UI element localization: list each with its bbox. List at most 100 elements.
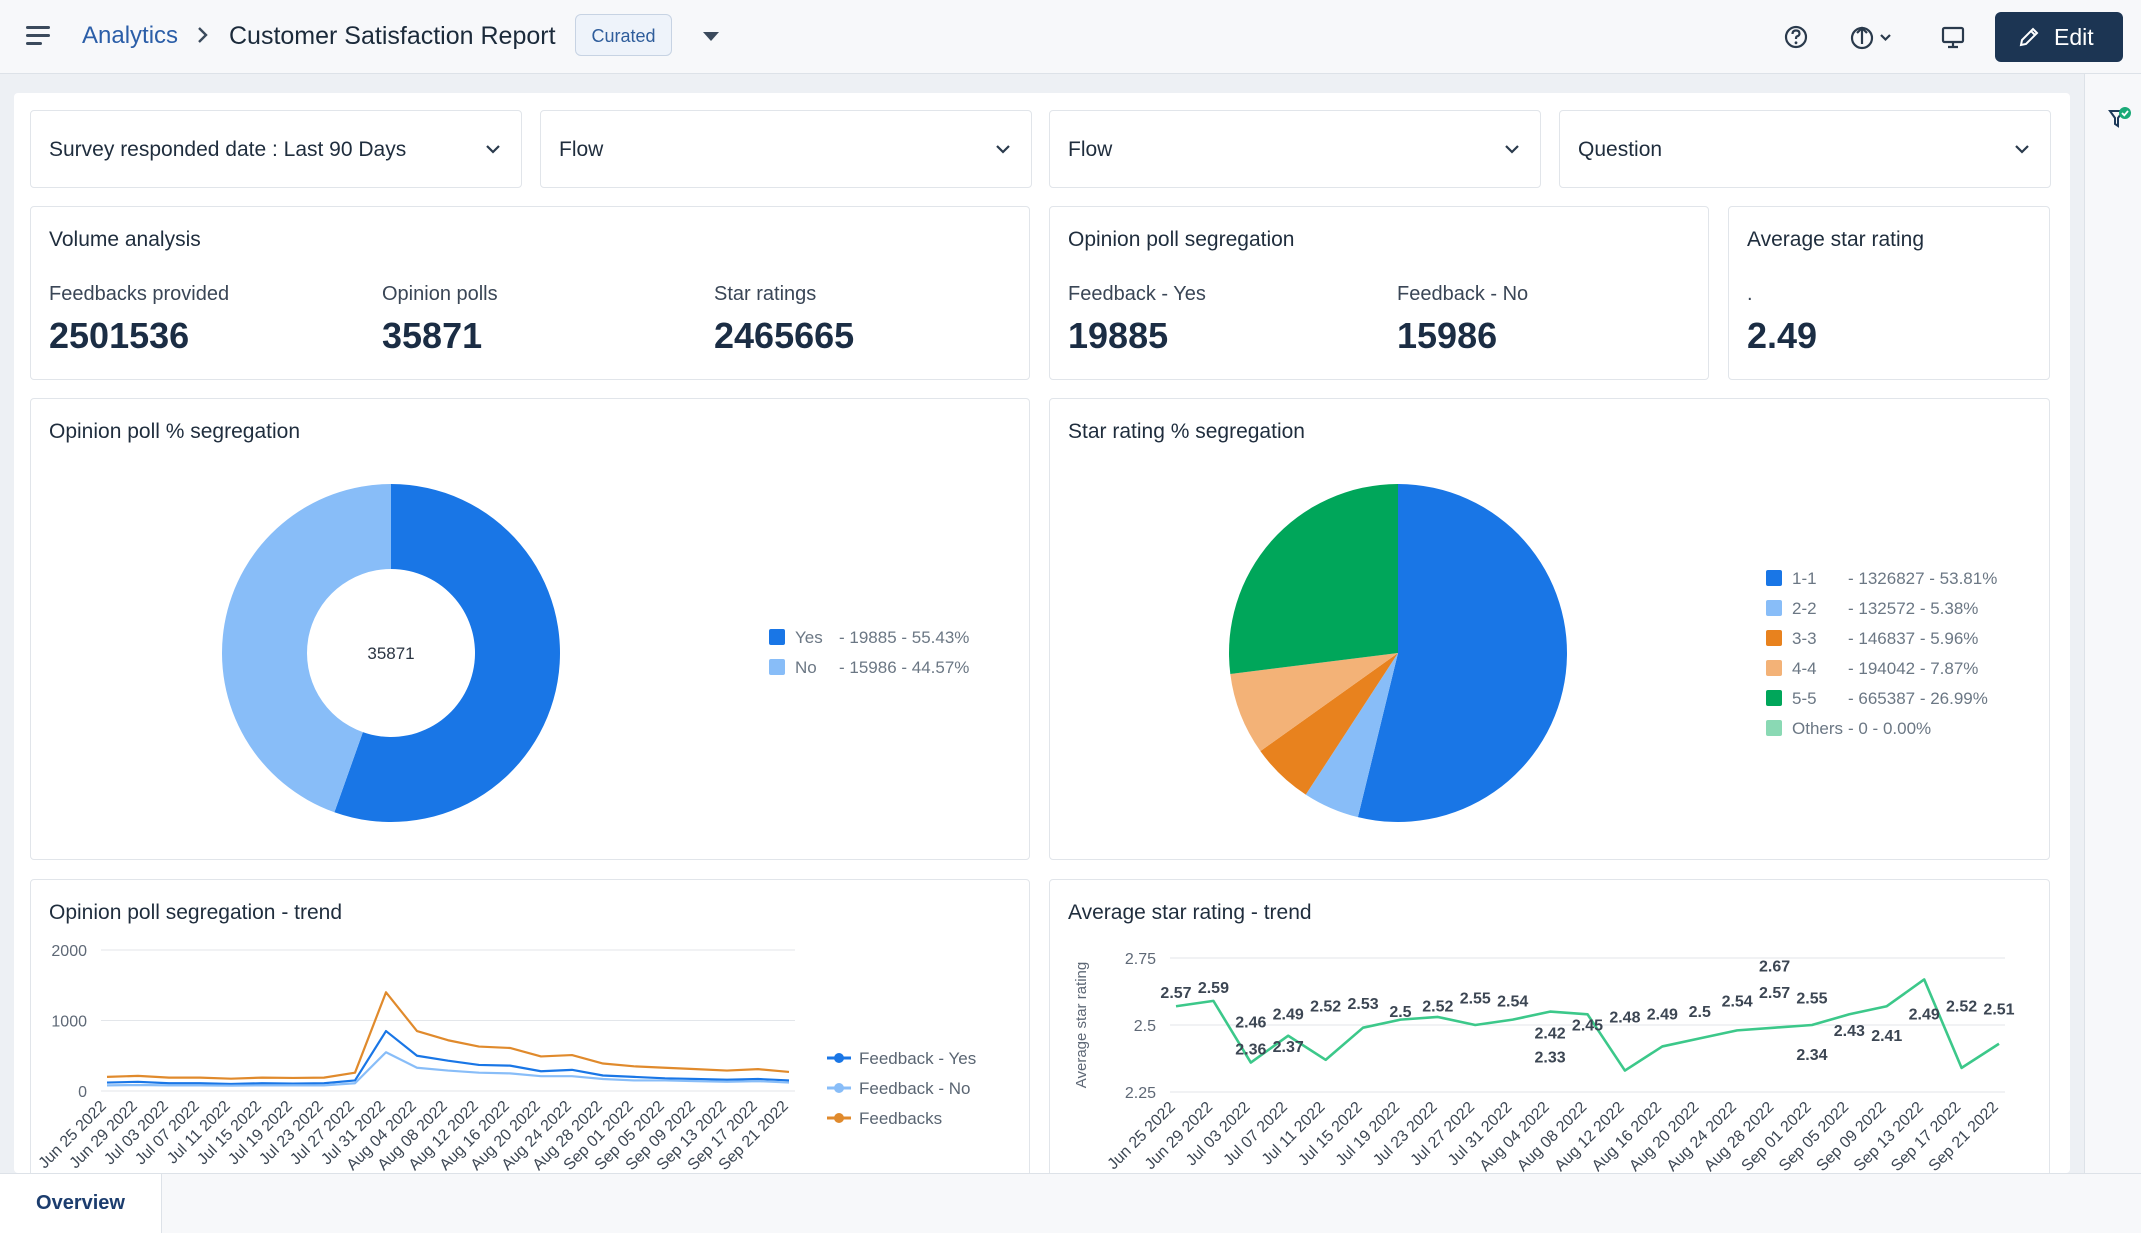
star-rating-pie-chart [1229,484,1567,822]
legend-item-yes[interactable]: Yes - 19885 - 55.43% [769,628,969,648]
curated-badge: Curated [575,14,672,56]
data-label: 2.43 [1834,1023,1865,1040]
data-label: 2.52 [1422,999,1453,1016]
data-label: 2.54 [1497,993,1528,1010]
legend-name: 4-4 [1792,659,1817,678]
caret-down-icon[interactable] [698,24,724,48]
filter-check-icon[interactable] [2107,106,2133,132]
filter-date[interactable]: Survey responded date : Last 90 Days [30,110,522,188]
data-label: 2.36 [1235,1042,1266,1059]
chevron-right-icon [198,27,208,43]
legend-item-feedback-no: Feedback - No [859,1079,971,1098]
avg-star-trend-card: Average star rating - trend 2.25 2.5 2.75 J… [1049,879,2050,1179]
data-label: 2.46 [1235,1015,1266,1032]
legend-marker [834,1053,844,1063]
legend-value: - 0 - 0.00% [1848,719,1932,738]
volume-analysis-card: Volume analysis Feedbacks provided 25015… [30,206,1030,380]
legend-swatch [1766,630,1782,646]
data-label: 2.57 [1759,985,1790,1002]
y-tick-label: 2000 [51,943,87,960]
menu-icon[interactable] [26,26,50,46]
legend-name: Yes [795,628,823,647]
data-label: 2.53 [1347,996,1378,1013]
legend-item-others[interactable]: Others - 0 - 0.00% [1766,719,1931,739]
legend-item-feedbacks: Feedbacks [859,1109,942,1128]
feedback-yes-value: 19885 [1068,315,1169,356]
legend-item-5-5[interactable]: 5-5 - 665387 - 26.99% [1766,689,1988,709]
feedback-yes-label: Feedback - Yes [1068,283,1206,305]
opinion-poll-segregation-card: Opinion poll segregation Feedback - Yes … [1049,206,1709,380]
legend-name: 5-5 [1792,689,1817,708]
legend-swatch [1766,570,1782,586]
export-icon[interactable] [1845,20,1897,54]
tab-overview[interactable]: Overview [0,1174,162,1233]
legend-item-4-4[interactable]: 4-4 - 194042 - 7.87% [1766,659,1978,679]
donut-slice-no [221,484,391,813]
legend-value: - 194042 - 7.87% [1848,659,1979,678]
data-label: 2.5 [1689,1004,1711,1021]
chevron-down-icon [486,145,500,154]
filter-flow-1-label: Flow [559,138,604,161]
data-label: 2.57 [1160,985,1191,1002]
chevron-down-icon [2015,145,2029,154]
legend-item-3-3[interactable]: 3-3 - 146837 - 5.96% [1766,629,1978,649]
data-label: 2.52 [1946,999,1977,1016]
monitor-icon[interactable] [1936,20,1970,54]
edit-button[interactable]: Edit [1995,12,2123,62]
pie-slice-3-3 [1260,653,1398,795]
data-label: 2.48 [1609,1009,1640,1026]
feedbacks-provided-label: Feedbacks provided [49,283,230,305]
opinion-poll-pct-card: Opinion poll % segregation 35871 Yes - 19… [30,398,1030,860]
data-label: 2.41 [1871,1028,1902,1045]
legend-name: 3-3 [1792,629,1817,648]
feedback-no-label: Feedback - No [1397,283,1529,305]
y-axis-label: Average star rating [1073,962,1090,1088]
data-label: 2.33 [1535,1050,1566,1067]
data-label: 2.49 [1273,1007,1304,1024]
legend-swatch [1766,720,1782,736]
legend-item-no[interactable]: No - 15986 - 44.57% [769,658,969,678]
breadcrumb-analytics[interactable]: Analytics [82,22,179,49]
data-label: 2.37 [1273,1039,1304,1056]
legend-name: 1-1 [1792,569,1817,588]
filter-flow-1[interactable]: Flow [540,110,1032,188]
series-line-feedback-no [106,1051,790,1087]
legend-item-1-1[interactable]: 1-1 - 1326827 - 53.81% [1766,569,1997,589]
legend-swatch [1766,600,1782,616]
data-label: 2.59 [1198,980,1229,997]
opinion-poll-segregation-title: Opinion poll segregation [1068,228,1295,251]
data-label: 2.51 [1983,1001,2014,1018]
legend-name: No [795,658,817,677]
legend-name: 2-2 [1792,599,1817,618]
legend-swatch [1766,690,1782,706]
opinion-polls-label: Opinion polls [382,283,498,305]
legend-item-2-2[interactable]: 2-2 - 132572 - 5.38% [1766,599,1978,619]
opinion-polls-value: 35871 [382,315,483,356]
y-tick-label: 2.25 [1125,1085,1156,1102]
pie-slice-1-1 [1357,484,1567,822]
star-ratings-value: 2465665 [714,315,855,356]
average-star-rating-title: Average star rating [1747,228,1925,251]
data-label: 2.49 [1909,1007,1940,1024]
legend-swatch [769,629,785,645]
average-star-rating-card: Average star rating . 2.49 [1728,206,2050,380]
filter-question[interactable]: Question [1559,110,2051,188]
y-tick-label: 0 [78,1084,87,1101]
star-rating-pct-card: Star rating % segregation 1-1 - 1326827 -… [1049,398,2050,860]
opinion-trend-title: Opinion poll segregation - trend [49,901,343,924]
data-label: 2.54 [1722,993,1753,1010]
bottom-tab-bar: Overview [0,1173,2141,1233]
filter-flow-2[interactable]: Flow [1049,110,1541,188]
page-title: Customer Satisfaction Report [229,22,556,50]
volume-analysis-title: Volume analysis [49,228,201,251]
help-icon[interactable] [1779,20,1813,54]
feedbacks-provided-value: 2501536 [49,315,190,356]
legend-value: - 1326827 - 53.81% [1848,569,1998,588]
chevron-down-icon [996,145,1010,154]
series-line-feedbacks [106,991,790,1080]
legend-value: - 665387 - 26.99% [1848,689,1988,708]
data-label: 2.49 [1647,1007,1678,1024]
y-tick-label: 2.5 [1134,1018,1156,1035]
legend-marker [834,1083,844,1093]
